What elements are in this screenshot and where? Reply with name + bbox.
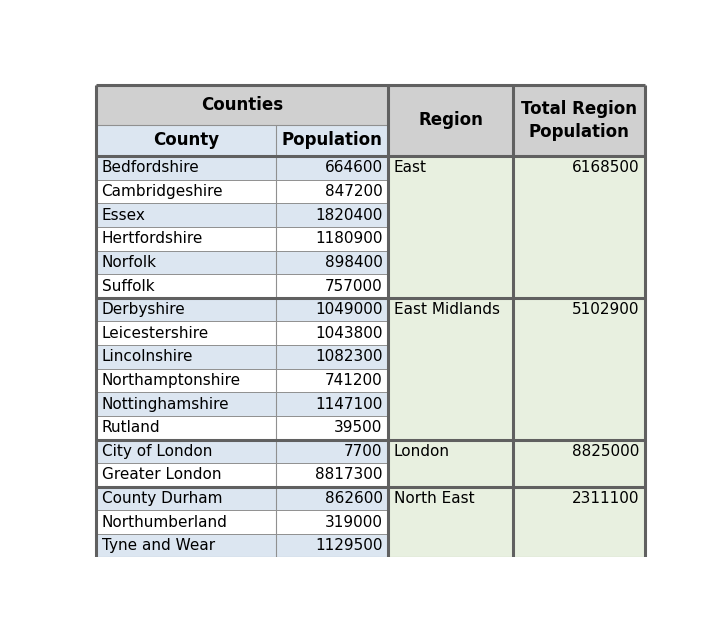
- Bar: [275, 156, 388, 180]
- Bar: [96, 180, 275, 203]
- Bar: [96, 298, 275, 321]
- Bar: [275, 345, 388, 369]
- Text: Region: Region: [419, 111, 483, 130]
- Text: East: East: [394, 160, 427, 175]
- Text: London: London: [394, 444, 450, 459]
- Bar: [275, 393, 388, 416]
- Text: City of London: City of London: [101, 444, 212, 459]
- Text: 664600: 664600: [325, 160, 382, 175]
- Bar: [96, 250, 275, 274]
- Bar: [275, 250, 388, 274]
- Text: Leicestershire: Leicestershire: [101, 326, 209, 341]
- Text: 741200: 741200: [325, 373, 382, 388]
- Text: Rutland: Rutland: [101, 420, 161, 435]
- Text: County Durham: County Durham: [101, 491, 222, 506]
- Bar: [275, 439, 388, 463]
- Text: Population: Population: [281, 131, 382, 150]
- Bar: [275, 534, 388, 558]
- Text: 39500: 39500: [334, 420, 382, 435]
- Text: East Midlands: East Midlands: [394, 302, 500, 317]
- Text: 847200: 847200: [325, 184, 382, 199]
- Text: Lincolnshire: Lincolnshire: [101, 349, 193, 364]
- Bar: [96, 125, 275, 156]
- Bar: [275, 180, 388, 203]
- Bar: [96, 321, 275, 345]
- Bar: [275, 298, 388, 321]
- Bar: [96, 416, 275, 439]
- Text: North East: North East: [394, 491, 474, 506]
- Text: 319000: 319000: [325, 515, 382, 530]
- Bar: [388, 298, 513, 439]
- Bar: [96, 487, 275, 510]
- Bar: [513, 298, 645, 439]
- Bar: [96, 369, 275, 393]
- Text: Suffolk: Suffolk: [101, 279, 154, 294]
- Bar: [388, 156, 513, 298]
- Bar: [275, 125, 388, 156]
- Text: Nottinghamshire: Nottinghamshire: [101, 397, 229, 412]
- Bar: [96, 534, 275, 558]
- Text: 7700: 7700: [344, 444, 382, 459]
- Bar: [275, 416, 388, 439]
- Text: 6168500: 6168500: [572, 160, 640, 175]
- Bar: [275, 203, 388, 227]
- Bar: [275, 369, 388, 393]
- Text: County: County: [153, 131, 219, 150]
- Text: 8817300: 8817300: [315, 468, 382, 483]
- Text: 2311100: 2311100: [572, 491, 640, 506]
- Bar: [513, 85, 645, 156]
- Text: Bedfordshire: Bedfordshire: [101, 160, 200, 175]
- Bar: [96, 227, 275, 250]
- Text: 1082300: 1082300: [315, 349, 382, 364]
- Text: Northamptonshire: Northamptonshire: [101, 373, 241, 388]
- Bar: [96, 439, 275, 463]
- Text: 862600: 862600: [325, 491, 382, 506]
- Bar: [96, 393, 275, 416]
- Text: 1180900: 1180900: [315, 231, 382, 246]
- Bar: [388, 85, 513, 156]
- Bar: [513, 487, 645, 558]
- Bar: [96, 274, 275, 298]
- Bar: [96, 156, 275, 180]
- Text: Norfolk: Norfolk: [101, 255, 157, 270]
- Text: 1820400: 1820400: [315, 208, 382, 223]
- Bar: [275, 321, 388, 345]
- Text: Greater London: Greater London: [101, 468, 221, 483]
- Bar: [96, 463, 275, 487]
- Text: Derbyshire: Derbyshire: [101, 302, 185, 317]
- Text: Essex: Essex: [101, 208, 145, 223]
- Bar: [96, 203, 275, 227]
- Bar: [96, 85, 388, 125]
- Text: Northumberland: Northumberland: [101, 515, 228, 530]
- Bar: [275, 510, 388, 534]
- Bar: [275, 274, 388, 298]
- Text: 1147100: 1147100: [315, 397, 382, 412]
- Text: 898400: 898400: [325, 255, 382, 270]
- Text: Tyne and Wear: Tyne and Wear: [101, 538, 215, 553]
- Bar: [388, 439, 513, 487]
- Bar: [513, 156, 645, 298]
- Bar: [513, 439, 645, 487]
- Text: Hertfordshire: Hertfordshire: [101, 231, 203, 246]
- Text: 1043800: 1043800: [315, 326, 382, 341]
- Text: Counties: Counties: [201, 96, 283, 114]
- Bar: [275, 463, 388, 487]
- Bar: [275, 487, 388, 510]
- Text: Cambridgeshire: Cambridgeshire: [101, 184, 223, 199]
- Text: 5102900: 5102900: [572, 302, 640, 317]
- Bar: [96, 345, 275, 369]
- Text: 1129500: 1129500: [315, 538, 382, 553]
- Text: Total Region
Population: Total Region Population: [521, 100, 637, 140]
- Bar: [388, 487, 513, 558]
- Text: 8825000: 8825000: [572, 444, 640, 459]
- Text: 1049000: 1049000: [315, 302, 382, 317]
- Bar: [275, 227, 388, 250]
- Bar: [96, 510, 275, 534]
- Text: 757000: 757000: [325, 279, 382, 294]
